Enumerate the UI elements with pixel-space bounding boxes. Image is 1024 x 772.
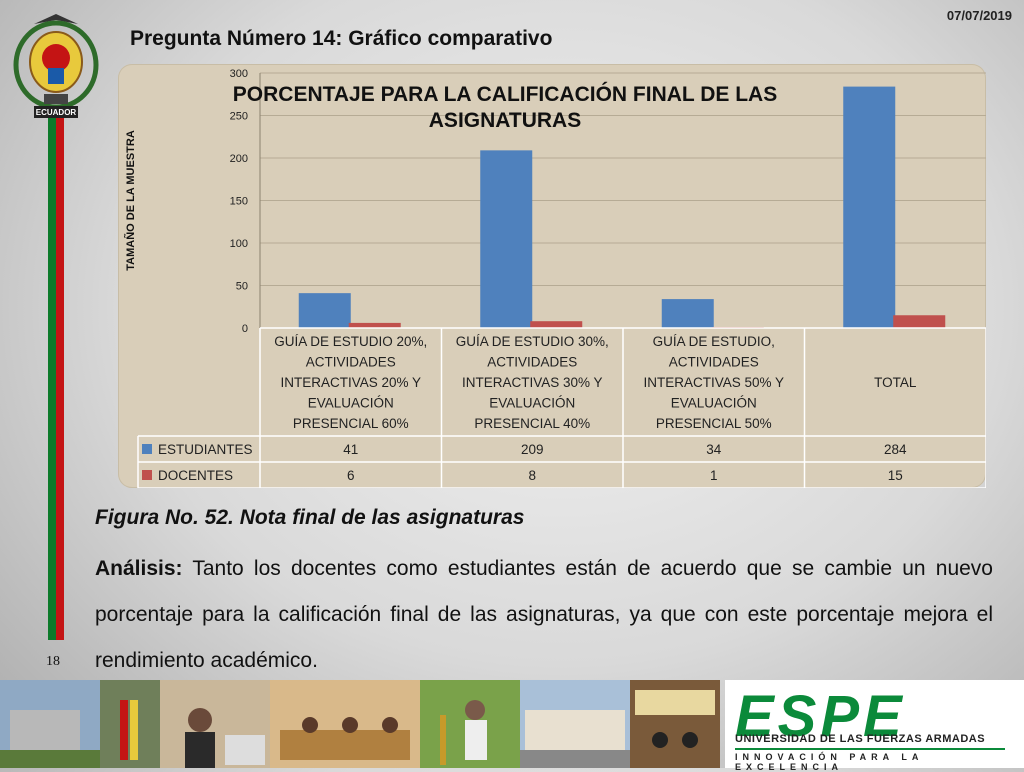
- classroom-photo: [270, 680, 420, 768]
- data-label-estudiantes: 209: [521, 442, 544, 457]
- x-category-label: EVALUACIÓN: [489, 396, 575, 411]
- chart-title: PORCENTAJE PARA LA CALIFICACIÓN FINAL DE…: [155, 82, 855, 134]
- analysis-text: Tanto los docentes como estudiantes está…: [95, 557, 993, 672]
- espe-logo-divider: [735, 748, 1005, 750]
- chart-title-line-1: PORCENTAJE PARA LA CALIFICACIÓN FINAL DE…: [232, 83, 778, 106]
- x-category-label: ACTIVIDADES: [487, 355, 577, 370]
- espe-logo-panel: [725, 680, 1024, 768]
- footer-photo-strip: [0, 680, 720, 768]
- data-label-estudiantes: 284: [884, 442, 907, 457]
- y-tick-label: 250: [230, 111, 248, 123]
- bar-estudiantes: [661, 299, 714, 328]
- crest-label: ECUADOR: [36, 108, 77, 117]
- y-tick-label: 50: [236, 281, 248, 293]
- auditorium-photo: [630, 680, 720, 768]
- bar-estudiantes: [480, 150, 533, 328]
- y-tick-label: 150: [230, 196, 248, 208]
- slide-date: 07/07/2019: [946, 8, 1012, 23]
- green-stripe: [48, 118, 56, 640]
- x-category-label: GUÍA DE ESTUDIO 30%,: [456, 334, 609, 349]
- data-label-docentes: 8: [528, 468, 536, 483]
- slide-title: Pregunta Número 14: Gráfico comparativo: [130, 27, 553, 50]
- campus-courtyard-photo: [520, 680, 630, 768]
- y-tick-label: 0: [242, 323, 248, 335]
- legend-swatch-docentes: [142, 470, 152, 480]
- x-category-label: PRESENCIAL 60%: [293, 416, 409, 431]
- chart-panel: [118, 64, 986, 488]
- y-tick-label: 300: [230, 68, 248, 80]
- espe-logo-tagline: INNOVACIÓN PARA LA EXCELENCIA: [735, 752, 923, 772]
- data-label-docentes: 1: [710, 468, 718, 483]
- x-category-label: GUÍA DE ESTUDIO,: [653, 334, 775, 349]
- legend-label-docentes: DOCENTES: [158, 468, 233, 483]
- data-label-estudiantes: 41: [343, 442, 358, 457]
- espe-logo-text: ESPE: [735, 684, 906, 749]
- ceremony-photo: [100, 680, 160, 768]
- bar-docentes: [530, 321, 583, 328]
- surveying-photo: [420, 680, 520, 768]
- x-category-label: ACTIVIDADES: [306, 355, 396, 370]
- bar-estudiantes: [298, 293, 351, 328]
- x-category-label: INTERACTIVAS 20% Y: [280, 375, 421, 390]
- y-tick-label: 100: [230, 238, 248, 250]
- espe-logo-subtitle: UNIVERSIDAD DE LAS FUERZAS ARMADAS: [735, 733, 986, 745]
- x-category-label: EVALUACIÓN: [308, 396, 394, 411]
- analysis-paragraph: Análisis: Tanto los docentes como estudi…: [95, 546, 993, 684]
- bar-docentes: [348, 322, 401, 328]
- bar-chart: 0 50 100 150 200 250 300 TAMAÑO DE LA MUESTRA GU…: [124, 68, 986, 488]
- bar-estudiantes: [843, 86, 896, 328]
- campus-building-photo: [0, 680, 100, 768]
- x-category-label: GUÍA DE ESTUDIO 20%,: [274, 334, 427, 349]
- x-category-label: INTERACTIVAS 30% Y: [462, 375, 603, 390]
- x-category-label: EVALUACIÓN: [671, 396, 757, 411]
- x-category-label: TOTAL: [874, 375, 917, 390]
- data-label-docentes: 6: [347, 468, 355, 483]
- students-computer-photo: [160, 680, 270, 768]
- figure-caption: Figura No. 52. Nota final de las asignat…: [95, 506, 525, 529]
- y-axis-label: TAMAÑO DE LA MUESTRA: [124, 130, 137, 271]
- ecuador-crest-logo: ECUADOR: [13, 14, 99, 118]
- x-category-label: PRESENCIAL 40%: [474, 416, 590, 431]
- x-category-label: INTERACTIVAS 50% Y: [643, 375, 784, 390]
- x-category-label: PRESENCIAL 50%: [656, 416, 772, 431]
- data-label-estudiantes: 34: [706, 442, 722, 457]
- red-stripe: [56, 118, 64, 640]
- analysis-label: Análisis:: [95, 557, 183, 580]
- legend-swatch-estudiantes: [142, 444, 152, 454]
- y-tick-label: 200: [230, 153, 248, 165]
- chart-title-line-2: ASIGNATURAS: [428, 109, 582, 132]
- page-number: 18: [46, 654, 60, 669]
- data-label-docentes: 15: [888, 468, 903, 483]
- legend-label-estudiantes: ESTUDIANTES: [158, 442, 253, 457]
- bar-docentes: [893, 315, 946, 328]
- x-category-label: ACTIVIDADES: [669, 355, 759, 370]
